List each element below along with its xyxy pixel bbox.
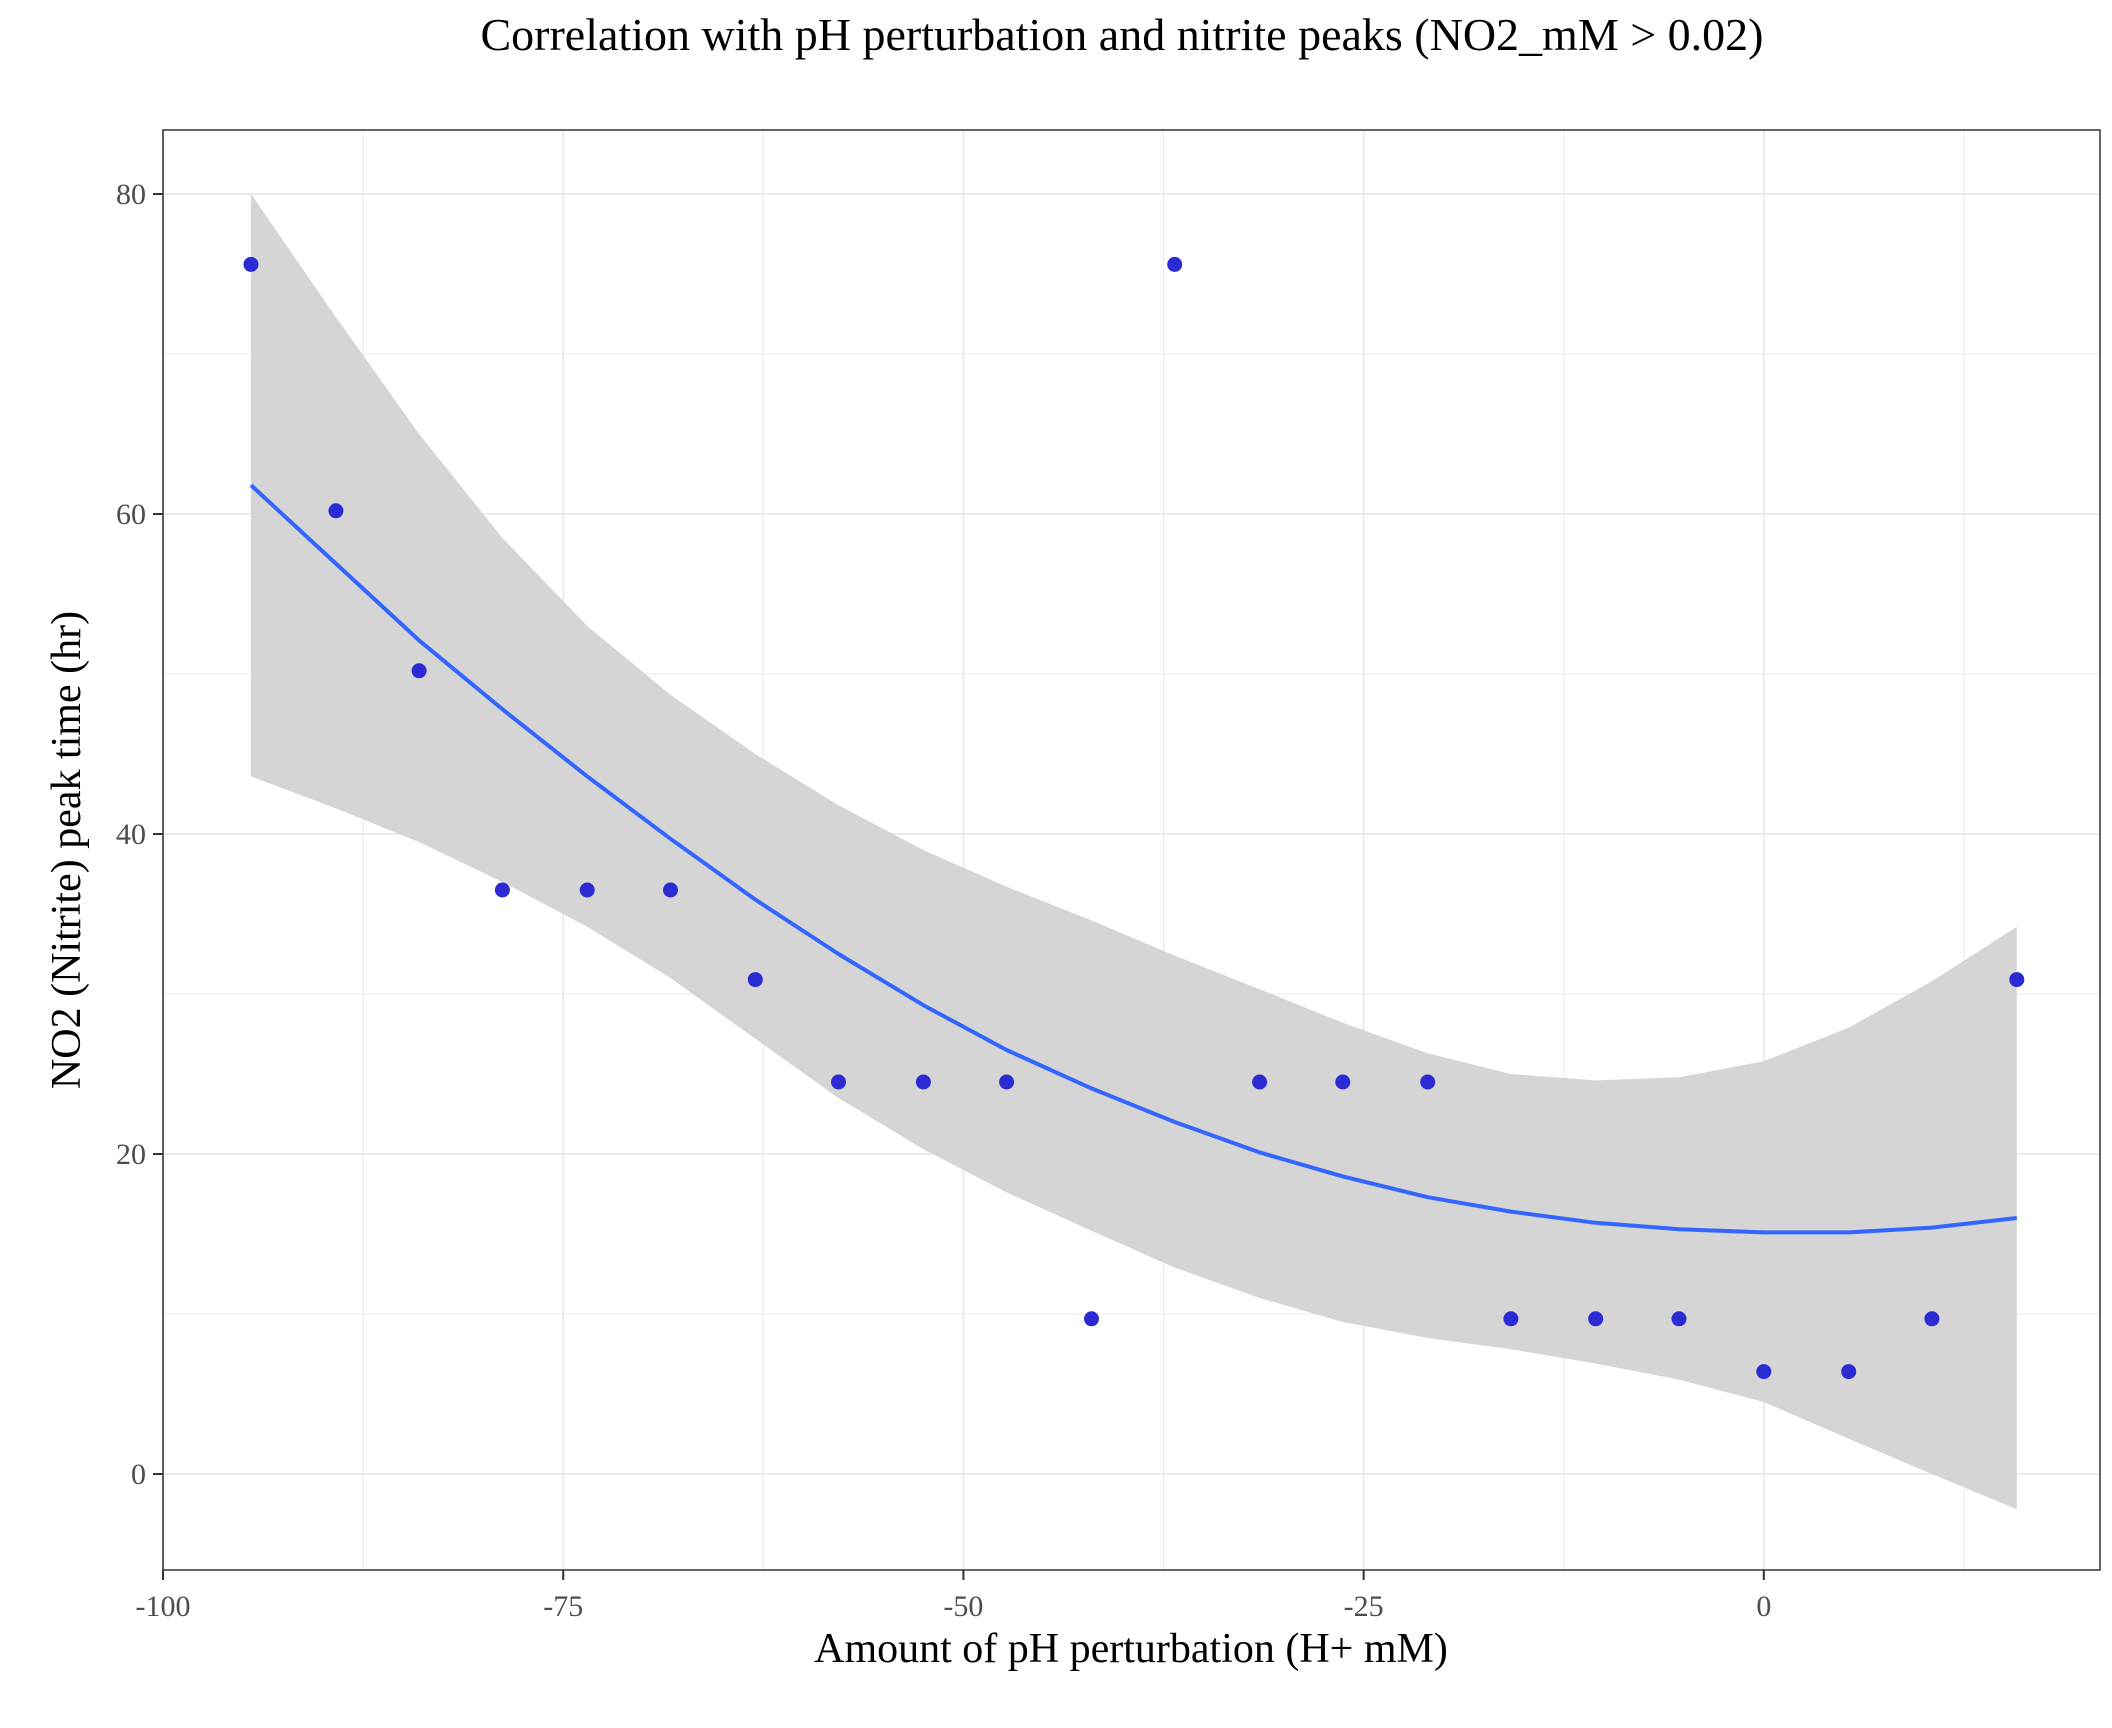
- data-point: [663, 882, 678, 898]
- data-point: [915, 1074, 931, 1090]
- x-axis-label: Amount of pH perturbation (H+ mM): [814, 1626, 1448, 1672]
- x-tick-label: -25: [1344, 1590, 1384, 1623]
- data-point: [411, 663, 427, 679]
- data-point: [1756, 1364, 1772, 1380]
- y-tick-label: 40: [116, 818, 146, 851]
- data-point: [1503, 1311, 1519, 1327]
- y-axis-label: NO2 (Nitrite) peak time (hr): [44, 611, 90, 1089]
- x-tick-label: -100: [136, 1590, 191, 1623]
- data-point: [1167, 256, 1183, 272]
- smooth-line-layer: [249, 483, 2018, 1235]
- data-point: [494, 882, 510, 898]
- chart-title: Correlation with pH perturbation and nit…: [480, 9, 1763, 60]
- y-tick-label: 60: [116, 498, 146, 531]
- data-point: [1588, 1311, 1604, 1327]
- confidence-band-layer: [251, 194, 2017, 1510]
- panel-border: [162, 129, 2101, 1571]
- data-point: [2009, 972, 2025, 988]
- data-point: [243, 256, 259, 272]
- data-point: [1252, 1074, 1268, 1090]
- data-point: [747, 972, 763, 988]
- data-point: [1671, 1311, 1687, 1327]
- data-point: [328, 503, 344, 519]
- data-point: [1084, 1311, 1099, 1327]
- y-tick-label: 20: [116, 1138, 146, 1171]
- data-point: [1335, 1074, 1351, 1090]
- points-layer: [243, 256, 2025, 1380]
- x-axis: -100 -75 -50 -25 0: [136, 1570, 1771, 1623]
- data-point: [999, 1074, 1015, 1090]
- x-tick-label: -75: [543, 1590, 583, 1623]
- x-tick-label: -50: [943, 1590, 983, 1623]
- data-point: [1841, 1364, 1857, 1380]
- y-tick-label: 80: [116, 178, 146, 211]
- data-point: [831, 1074, 846, 1090]
- data-point: [1924, 1311, 1940, 1327]
- data-point: [579, 882, 595, 898]
- confidence-band: [251, 194, 2017, 1510]
- smooth-fit-line: [249, 483, 2018, 1235]
- x-tick-label: 0: [1756, 1590, 1771, 1623]
- data-point: [1420, 1074, 1436, 1090]
- y-tick-label: 0: [131, 1458, 146, 1491]
- y-axis: 0 20 40 60 80: [116, 178, 163, 1491]
